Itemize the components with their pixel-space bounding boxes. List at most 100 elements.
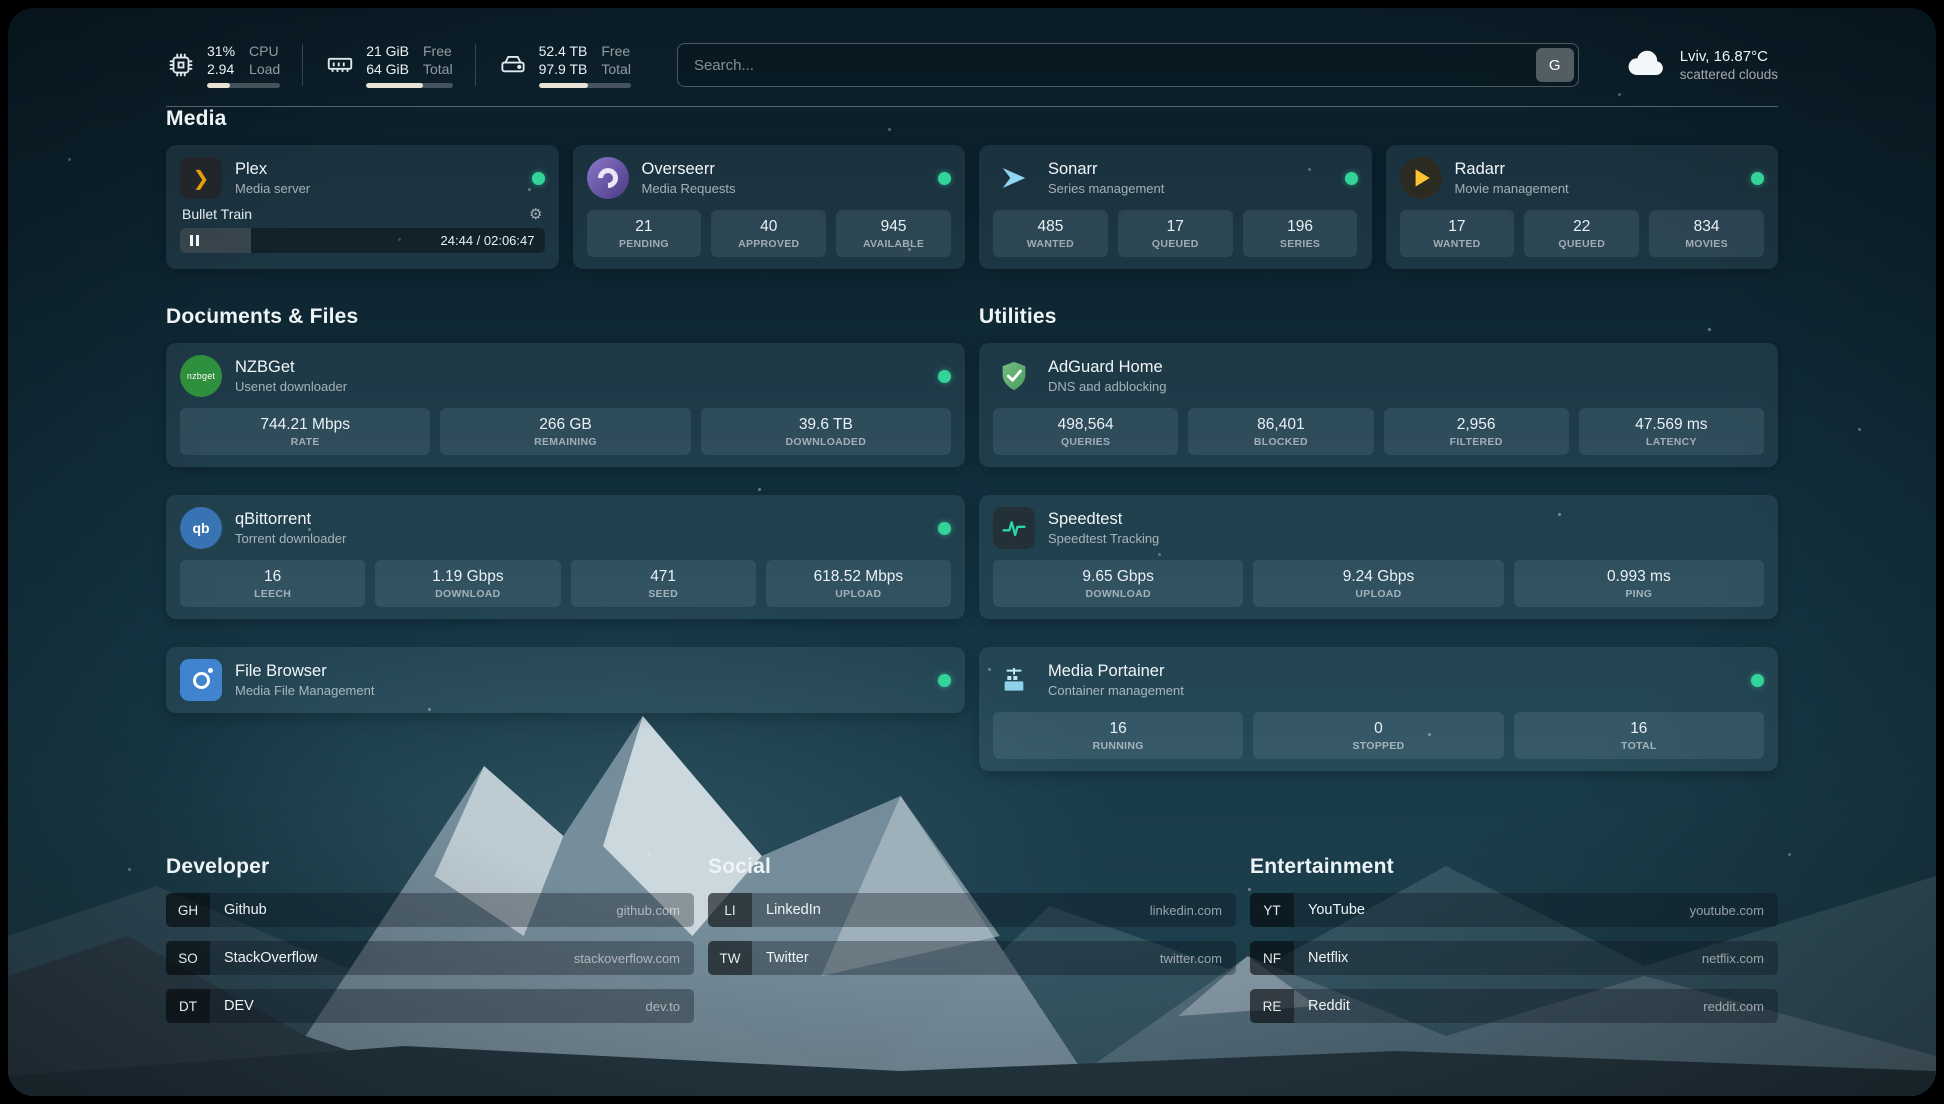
bookmark-abbr: RE	[1250, 989, 1294, 1023]
service-name: Speedtest	[1048, 510, 1123, 528]
service-subtitle: Usenet downloader	[235, 379, 348, 394]
service-subtitle: Speedtest Tracking	[1048, 531, 1160, 546]
adguard-card[interactable]: AdGuard Home DNS and adblocking 498,564 Q…	[979, 343, 1778, 467]
qbittorrent-card[interactable]: qb qBittorrent Torrent downloader 16 LEEC…	[166, 495, 965, 619]
stats-row: 17 WANTED 22 QUEUED 834 MOVIES	[1399, 210, 1765, 257]
stat-series: 196 SERIES	[1242, 210, 1358, 257]
status-dot	[938, 673, 951, 687]
stats-row: 21 PENDING 40 APPROVED 945 AVAILABLE	[586, 210, 952, 257]
service-name: Overseerr	[641, 160, 715, 178]
pause-icon[interactable]	[190, 235, 199, 246]
filebrowser-card[interactable]: File Browser Media File Management	[166, 647, 965, 713]
weather-widget: Lviv, 16.87°C scattered clouds	[1625, 47, 1778, 84]
service-name: Plex	[235, 160, 268, 178]
search-provider-button[interactable]: G	[1535, 48, 1574, 82]
weather-condition: scattered clouds	[1679, 67, 1778, 82]
cpu-usage: 31%	[207, 43, 236, 59]
service-subtitle: Media Requests	[641, 181, 736, 196]
bookmark-netflix[interactable]: NF Netflix netflix.com	[1250, 941, 1778, 975]
stats-row: 485 WANTED 17 QUEUED 196 SERIES	[993, 210, 1358, 257]
service-subtitle: Movie management	[1454, 181, 1569, 196]
stat-latency: 47.569 ms LATENCY	[1578, 408, 1764, 455]
stats-row: 9.65 Gbps DOWNLOAD 9.24 Gbps UPLOAD 0.993 …	[993, 560, 1764, 607]
plex-icon: ❯	[180, 157, 222, 199]
radarr-card[interactable]: Radarr Movie management 17 WANTED 22 QUEUE…	[1385, 145, 1778, 269]
disk-icon	[498, 50, 528, 80]
stat-rate: 744.21 Mbps RATE	[180, 408, 431, 455]
documents-column: Documents & Files nzbget NZBGet Usenet d…	[166, 305, 965, 741]
memory-icon	[325, 50, 355, 80]
service-subtitle: Media File Management	[235, 683, 375, 698]
bookmarks-column-developer: Developer GH Github github.com SO StackO…	[166, 855, 694, 1037]
adguard-icon	[993, 355, 1035, 397]
service-subtitle: Media server	[235, 181, 311, 196]
bookmark-reddit[interactable]: RE Reddit reddit.com	[1250, 989, 1778, 1023]
gear-icon[interactable]: ⚙	[529, 205, 543, 223]
memory-free: 21 GiB	[366, 43, 409, 59]
nzbget-card[interactable]: nzbget NZBGet Usenet downloader 744.21 M…	[166, 343, 965, 467]
cpu-progress-bar	[207, 83, 281, 88]
service-name: AdGuard Home	[1048, 358, 1163, 376]
section-title-entertainment: Entertainment	[1250, 855, 1394, 878]
stat-downloaded: 39.6 TB DOWNLOADED	[700, 408, 951, 455]
stat-blocked: 86,401 BLOCKED	[1188, 408, 1374, 455]
disk-progress-bar	[538, 83, 631, 88]
stat-pending: 21 PENDING	[586, 210, 702, 257]
stat-wanted: 485 WANTED	[993, 210, 1108, 257]
bookmarks-column-social: Social LI LinkedIn linkedin.com TW Twitt…	[708, 855, 1236, 1037]
bookmark-abbr: NF	[1250, 941, 1294, 975]
bookmark-abbr: SO	[166, 941, 210, 975]
service-subtitle: Series management	[1048, 181, 1165, 196]
stat-ping: 0.993 ms PING	[1513, 560, 1764, 607]
bookmark-github[interactable]: GH Github github.com	[166, 893, 694, 927]
status-dot	[1751, 171, 1764, 185]
radarr-icon	[1399, 157, 1442, 199]
disk-label-1: Free	[601, 43, 631, 59]
qbittorrent-icon: qb	[180, 507, 222, 549]
cloud-icon	[1625, 47, 1667, 84]
playback-time: 24:44 / 02:06:47	[440, 233, 535, 248]
bookmark-abbr: YT	[1250, 893, 1294, 927]
stat-remaining: 266 GB REMAINING	[440, 408, 691, 455]
search-input[interactable]	[676, 43, 1579, 87]
service-name: qBittorrent	[235, 510, 312, 528]
bookmark-twitter[interactable]: TW Twitter twitter.com	[708, 941, 1236, 975]
status-dot	[1751, 673, 1764, 687]
bookmark-stackoverflow[interactable]: SO StackOverflow stackoverflow.com	[166, 941, 694, 975]
section-title-social: Social	[708, 855, 772, 878]
cpu-icon	[166, 50, 196, 80]
stats-row: 16 RUNNING 0 STOPPED 16 TOTAL	[993, 712, 1764, 759]
plex-card[interactable]: ❯ Plex Media server Bullet Train ⚙ 24:44…	[166, 145, 559, 269]
stat-queued: 17 QUEUED	[1117, 210, 1233, 257]
bookmark-dev[interactable]: DT DEV dev.to	[166, 989, 694, 1023]
service-name: Sonarr	[1048, 160, 1098, 178]
bookmark-youtube[interactable]: YT YouTube youtube.com	[1250, 893, 1778, 927]
stat-wanted: 17 WANTED	[1399, 210, 1515, 257]
nzbget-icon: nzbget	[180, 355, 222, 397]
utilities-column: Utilities AdGuard Home DNS and	[979, 305, 1778, 799]
section-title-media: Media	[166, 107, 227, 130]
sonarr-card[interactable]: Sonarr Series management 485 WANTED 17 QUE…	[979, 145, 1372, 269]
divider	[302, 44, 304, 86]
stat-download: 1.19 Gbps DOWNLOAD	[375, 560, 561, 607]
stat-leech: 16 LEECH	[180, 560, 366, 607]
bookmark-abbr: GH	[166, 893, 210, 927]
stat-queued: 22 QUEUED	[1524, 210, 1640, 257]
service-name: Radarr	[1454, 160, 1505, 178]
status-dot	[1344, 171, 1358, 185]
portainer-card[interactable]: Media Portainer Container management 16 R…	[979, 647, 1778, 771]
bookmark-linkedin[interactable]: LI LinkedIn linkedin.com	[708, 893, 1236, 927]
sonarr-icon	[993, 157, 1035, 199]
portainer-icon	[993, 659, 1035, 701]
speedtest-icon	[993, 507, 1035, 549]
speedtest-card[interactable]: Speedtest Speedtest Tracking 9.65 Gbps DO…	[979, 495, 1778, 619]
section-title-developer: Developer	[166, 855, 270, 878]
service-subtitle: Torrent downloader	[235, 531, 347, 546]
section-title-documents: Documents & Files	[166, 305, 359, 328]
filebrowser-icon	[180, 659, 222, 701]
memory-progress-bar	[366, 83, 453, 88]
section-title-utilities: Utilities	[979, 305, 1057, 328]
overseerr-card[interactable]: Overseerr Media Requests 21 PENDING 40 APP…	[572, 145, 965, 269]
stat-seed: 471 SEED	[570, 560, 756, 607]
